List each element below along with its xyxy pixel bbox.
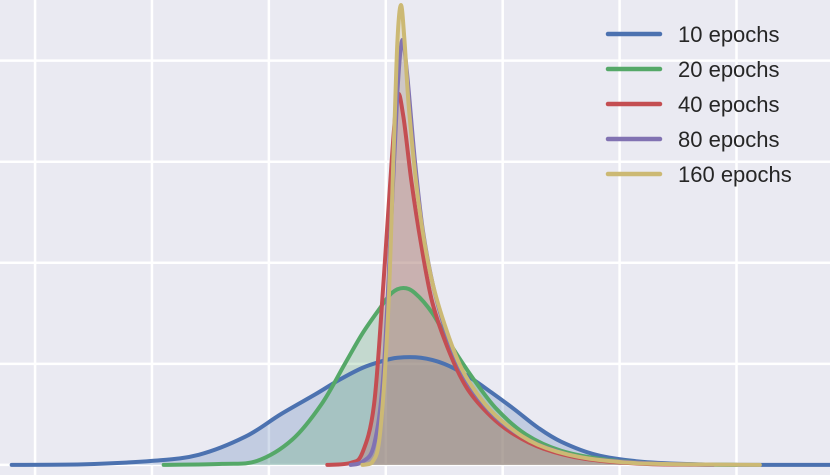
legend-label-3: 80 epochs (678, 127, 780, 152)
series-lines (9, 3, 830, 467)
series-line-0 (9, 355, 830, 467)
legend-label-2: 40 epochs (678, 92, 780, 117)
series-line-4 (360, 3, 762, 467)
series-fill-0 (11, 357, 830, 465)
series-fill-2 (327, 93, 714, 465)
legend-label-4: 160 epochs (678, 162, 792, 187)
legend: 10 epochs 20 epochs 40 epochs 80 epochs 160 … (605, 22, 792, 187)
legend-label-0: 10 epochs (678, 22, 780, 47)
series-fill-3 (350, 39, 714, 465)
legend-label-1: 20 epochs (678, 57, 780, 82)
series-fill-1 (163, 288, 737, 465)
